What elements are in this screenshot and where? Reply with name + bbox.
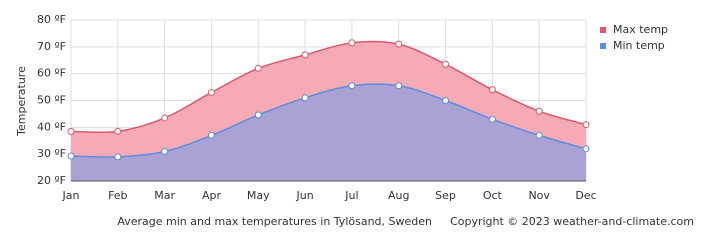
point <box>161 114 169 122</box>
point <box>207 131 215 139</box>
line <box>70 40 587 134</box>
caption: Average min and max temperatures in Tylö… <box>117 215 432 228</box>
y-tick-label: 50 ºF <box>37 94 66 107</box>
point <box>582 145 590 153</box>
legend-label: Max temp <box>613 23 668 36</box>
point <box>348 82 356 90</box>
x-tick-label: Oct <box>483 189 503 202</box>
point <box>535 107 543 115</box>
point <box>254 111 262 119</box>
x-tick-label: Jun <box>295 189 313 202</box>
point <box>535 131 543 139</box>
x-tick-label: May <box>247 189 270 202</box>
point <box>114 153 122 161</box>
legend-swatch <box>600 43 606 49</box>
x-tick-label: Feb <box>108 189 127 202</box>
area <box>71 84 586 181</box>
y-tick-label: 40 ºF <box>37 120 66 133</box>
x-tick-label: Nov <box>528 189 550 202</box>
point <box>114 127 122 135</box>
legend-swatch <box>600 27 606 33</box>
point <box>582 121 590 129</box>
point <box>348 39 356 47</box>
copyright: Copyright © 2023 weather-and-climate.com <box>450 215 694 228</box>
point <box>442 60 450 68</box>
y-axis-title: Temperature <box>15 66 28 137</box>
point <box>301 51 309 59</box>
point <box>488 115 496 123</box>
y-tick-label: 60 ºF <box>37 67 66 80</box>
x-tick-label: Jul <box>344 189 358 202</box>
y-tick-label: 70 ºF <box>37 40 66 53</box>
x-tick-label: Mar <box>154 189 175 202</box>
point <box>67 127 75 135</box>
point <box>67 152 75 160</box>
point <box>301 94 309 102</box>
legend-label: Min temp <box>613 39 665 52</box>
point <box>395 82 403 90</box>
point <box>161 147 169 155</box>
y-tick-label: 20 ºF <box>37 174 66 187</box>
y-tick-label: 80 ºF <box>37 13 66 26</box>
point <box>395 40 403 48</box>
point <box>488 86 496 94</box>
x-tick-label: Apr <box>202 189 222 202</box>
x-tick-label: Sep <box>435 189 456 202</box>
y-tick-label: 30 ºF <box>37 147 66 160</box>
point <box>254 64 262 72</box>
point <box>207 88 215 96</box>
chart: Temperature Average min and max temperat… <box>15 13 694 228</box>
x-tick-label: Jan <box>62 189 80 202</box>
x-tick-label: Dec <box>575 189 596 202</box>
line <box>70 83 587 158</box>
x-tick-label: Aug <box>388 189 409 202</box>
point <box>442 97 450 104</box>
